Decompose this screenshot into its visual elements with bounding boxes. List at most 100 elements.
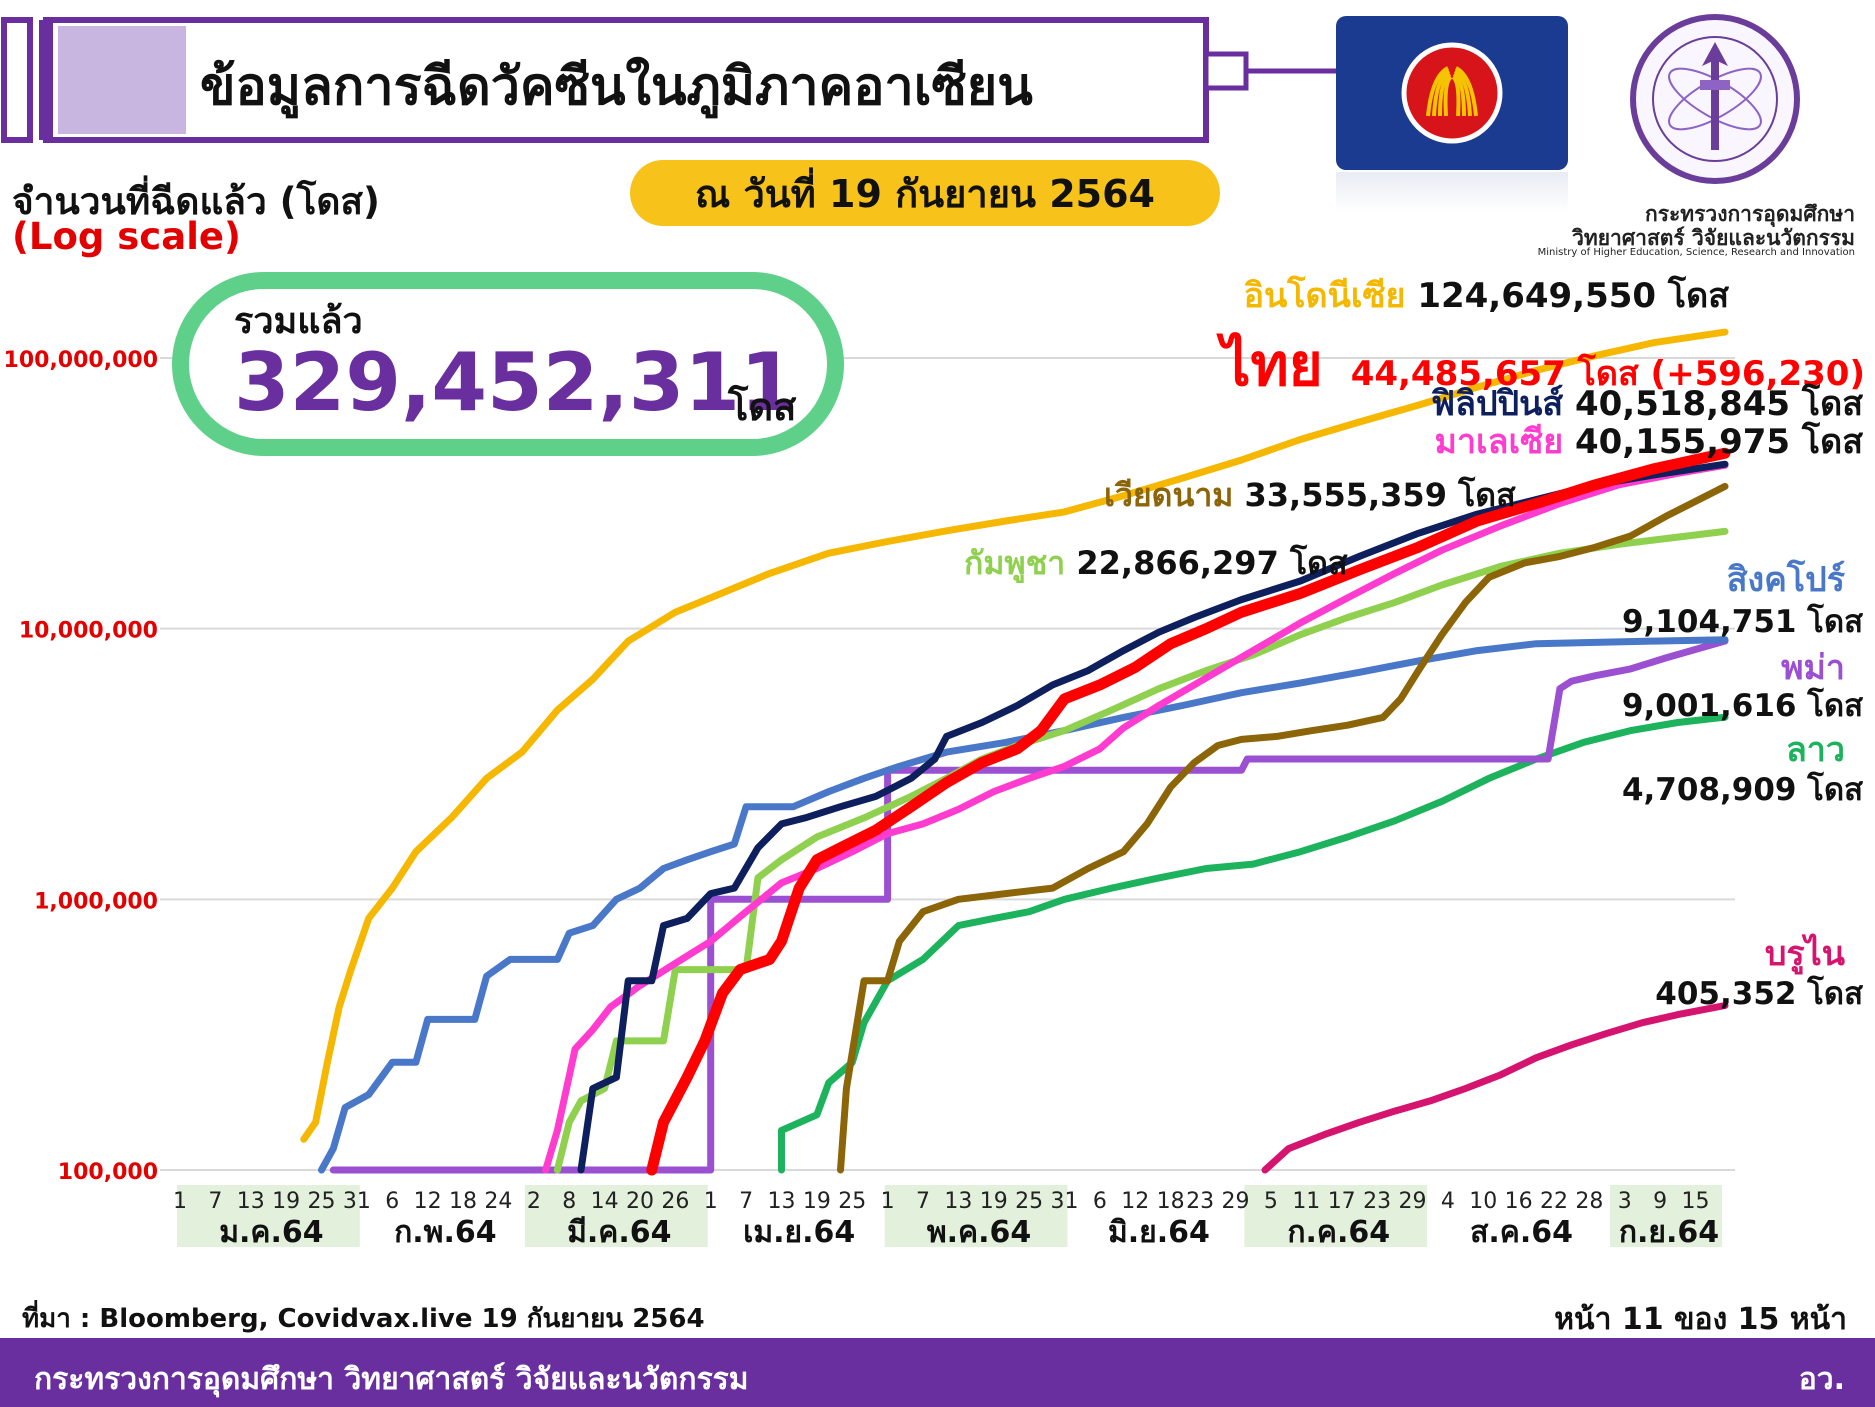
x-tick-label-42: 9	[1653, 1189, 1667, 1214]
series-name-philippines: ฟิลิปปินส์	[1431, 384, 1564, 424]
source-note: ที่มา : Bloomberg, Covidvax.live 19 กันย…	[22, 1304, 705, 1334]
series-value-brunei: 405,352 โดส	[1655, 976, 1863, 1012]
y-tick-label-1: 1,000,000	[34, 889, 158, 914]
series-line-1	[646, 447, 1731, 1176]
x-tick-label-1: 7	[208, 1189, 222, 1214]
series-name-brunei: บรูไน	[1764, 934, 1845, 974]
x-tick-label-24: 25	[1015, 1189, 1043, 1214]
month-label-6: ก.ค.64	[1287, 1215, 1390, 1250]
ministry-name-line1: กระทรวงการอุดมศึกษา	[1645, 202, 1855, 226]
series-value-cambodia: 22,866,297 โดส	[1076, 544, 1348, 582]
x-tick-label-36: 4	[1441, 1189, 1455, 1214]
x-tick-label-34: 23	[1363, 1189, 1391, 1214]
x-tick-label-8: 18	[449, 1189, 477, 1214]
series-value-vietnam: 33,555,359 โดส	[1244, 476, 1516, 514]
series-name-laos: ลาว	[1785, 730, 1845, 770]
x-tick-label-14: 26	[661, 1189, 689, 1214]
series-label-philippines: ฟิลิปปินส์ 40,518,845 โดส	[1431, 376, 1863, 430]
month-band-2	[524, 1185, 708, 1247]
x-tick-label-10: 2	[527, 1189, 541, 1214]
x-tick-label-41: 3	[1618, 1189, 1632, 1214]
ministry-name-en: Ministry of Higher Education, Science, R…	[1537, 247, 1855, 258]
series-label-cambodia: กัมพูชา 22,866,297 โดส	[964, 538, 1347, 589]
series-label-indonesia: อินโดนีเซีย 124,649,550 โดส	[1244, 268, 1729, 322]
series-value-myanmar: 9,001,616 โดส	[1621, 688, 1863, 724]
ministry-seal-icon	[1630, 14, 1800, 184]
x-tick-label-31: 5	[1264, 1189, 1278, 1214]
month-label-5: มิ.ย.64	[1108, 1215, 1210, 1250]
asean-flag-icon	[1336, 16, 1568, 170]
x-tick-label-22: 13	[944, 1189, 972, 1214]
month-label-8: ก.ย.64	[1619, 1215, 1719, 1250]
series-name-vietnam: เวียดนาม	[1104, 476, 1234, 514]
x-tick-label-12: 14	[591, 1189, 619, 1214]
series-label-thailand: ไทย 44,485,657 โดส (+596,230)	[1221, 318, 1865, 411]
x-tick-label-17: 13	[767, 1189, 795, 1214]
x-tick-label-0: 1	[173, 1189, 187, 1214]
month-label-3: เม.ย.64	[743, 1215, 855, 1250]
x-tick-label-13: 20	[626, 1189, 654, 1214]
x-tick-label-40: 28	[1575, 1189, 1603, 1214]
series-name-cambodia: กัมพูชา	[964, 544, 1066, 582]
x-tick-label-28: 18	[1157, 1189, 1185, 1214]
syringe-graphic	[1, 17, 1209, 143]
series-name-singapore: สิงคโปร์	[1726, 560, 1845, 600]
x-tick-label-29: 23	[1186, 1189, 1214, 1214]
x-tick-label-43: 15	[1682, 1189, 1710, 1214]
x-tick-label-18: 19	[803, 1189, 831, 1214]
month-label-1: ก.พ.64	[394, 1215, 496, 1250]
total-label: รวมแล้ว	[234, 301, 363, 342]
x-tick-label-3: 19	[272, 1189, 300, 1214]
y-axis-title: จำนวนที่ฉีดแล้ว (โดส)	[12, 180, 380, 223]
x-tick-label-9: 24	[484, 1189, 512, 1214]
series-line-4	[837, 482, 1729, 1174]
page-title: ข้อมูลการฉีดวัคซีนในภูมิภาคอาเซียน	[200, 57, 1033, 117]
series-name-indonesia: อินโดนีเซีย	[1243, 276, 1406, 316]
month-label-2: มี.ค.64	[567, 1215, 671, 1250]
month-band-8	[1609, 1185, 1722, 1247]
y-tick-label-2: 10,000,000	[19, 619, 158, 644]
series-label-malaysia: มาเลเซีย 40,155,975 โดส	[1435, 414, 1863, 468]
series-line-8	[778, 713, 1729, 1174]
series-name-malaysia: มาเลเซีย	[1434, 422, 1564, 462]
ministry-name-line2: วิทยาศาสตร์ วิจัยและนวัตกรรม	[1572, 226, 1855, 250]
month-band-6	[1244, 1185, 1428, 1247]
series-value-philippines: 40,518,845 โดส	[1574, 384, 1863, 424]
x-tick-label-32: 11	[1292, 1189, 1320, 1214]
month-label-7: ส.ค.64	[1470, 1215, 1573, 1250]
series-value-thailand: 44,485,657 โดส (+596,230)	[1350, 354, 1865, 394]
footer-bar	[0, 1338, 1875, 1407]
x-tick-label-5: 31	[343, 1189, 371, 1214]
series-line-5	[553, 527, 1729, 1174]
syringe-needle	[1206, 51, 1341, 91]
x-tick-label-21: 7	[916, 1189, 930, 1214]
series-line-0	[300, 328, 1729, 1143]
series-line-7	[329, 637, 1729, 1174]
series-name-myanmar: พม่า	[1781, 648, 1845, 688]
series-value-indonesia: 124,649,550 โดส	[1417, 276, 1729, 316]
x-tick-label-25: 31	[1051, 1189, 1079, 1214]
log-scale-note: (Log scale)	[12, 215, 241, 258]
x-tick-label-6: 6	[385, 1189, 399, 1214]
ministry-name-th: กระทรวงการอุดมศึกษา วิทยาศาสตร์ วิจัยและ…	[1572, 202, 1855, 250]
series-line-6	[318, 636, 1729, 1174]
x-tick-label-23: 19	[980, 1189, 1008, 1214]
x-tick-label-35: 29	[1398, 1189, 1426, 1214]
series-value-singapore: 9,104,751 โดส	[1621, 604, 1863, 640]
x-tick-label-38: 16	[1505, 1189, 1533, 1214]
x-tick-label-27: 12	[1121, 1189, 1149, 1214]
series-label-vietnam: เวียดนาม 33,555,359 โดส	[1104, 470, 1516, 521]
total-value: 329,452,311	[234, 336, 796, 429]
x-tick-label-37: 10	[1469, 1189, 1497, 1214]
y-tick-label-0: 100,000	[58, 1160, 158, 1185]
series-line-9	[1261, 1002, 1729, 1174]
series-line-2	[577, 460, 1729, 1174]
series-value-laos: 4,708,909 โดส	[1621, 772, 1863, 808]
x-tick-label-16: 7	[739, 1189, 753, 1214]
date-badge: ณ วันที่ 19 กันยายน 2564	[630, 160, 1220, 226]
page-number: หน้า 11 ของ 15 หน้า	[1554, 1302, 1847, 1337]
total-doses-box	[172, 272, 844, 456]
y-tick-label-3: 100,000,000	[4, 348, 158, 373]
total-unit: โดส	[728, 385, 797, 429]
x-tick-label-39: 22	[1540, 1189, 1568, 1214]
